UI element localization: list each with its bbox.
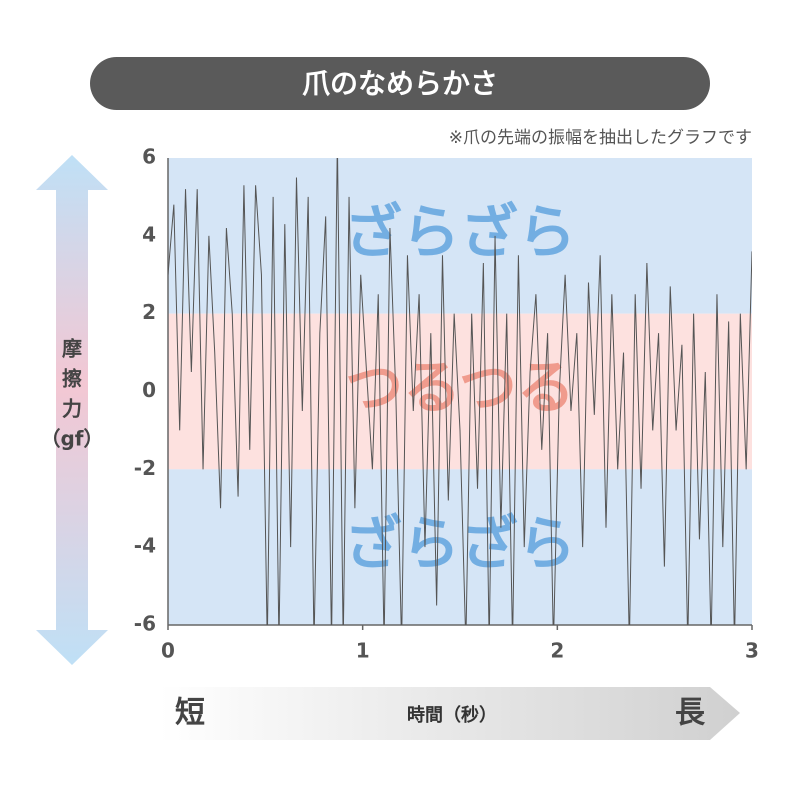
y-tick-label: -6: [134, 612, 156, 636]
y-arrow: [36, 155, 108, 665]
y-tick-label: 2: [142, 300, 156, 324]
chart-title: 爪のなめらかさ: [302, 67, 498, 100]
x-tick-label: 2: [550, 639, 564, 663]
band-label: ざらざら: [344, 198, 576, 266]
x-tick-label: 1: [356, 639, 370, 663]
data-line: [168, 158, 752, 625]
x-end-label: 長: [675, 696, 706, 731]
x-start-label: 短: [175, 696, 205, 731]
x-arrow: [160, 687, 740, 740]
band-label: ざらざら: [344, 509, 576, 577]
y-tick-label: 4: [142, 222, 156, 246]
x-tick-label: 0: [161, 639, 175, 663]
note: ※爪の先端の振幅を抽出したグラフです: [449, 128, 752, 148]
y-axis-label: （gf）: [40, 427, 103, 451]
y-tick-label: -2: [134, 456, 156, 480]
y-tick-label: 0: [142, 378, 156, 402]
title-pill: [90, 57, 710, 110]
x-tick-label: 3: [745, 639, 759, 663]
y-axis-label: 力: [62, 397, 82, 421]
band: [168, 158, 752, 314]
band-label: つるつる: [345, 354, 575, 422]
y-axis-label: 擦: [62, 367, 82, 391]
y-tick-label: 6: [142, 145, 156, 169]
x-axis-label: 時間（秒）: [407, 704, 497, 726]
y-tick-label: -4: [134, 534, 156, 558]
y-axis-label: 摩: [62, 337, 82, 361]
